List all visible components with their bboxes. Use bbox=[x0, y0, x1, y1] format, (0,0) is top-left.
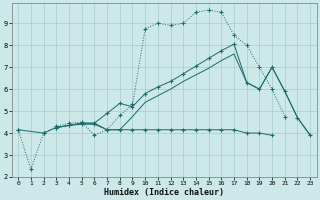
X-axis label: Humidex (Indice chaleur): Humidex (Indice chaleur) bbox=[104, 188, 224, 197]
